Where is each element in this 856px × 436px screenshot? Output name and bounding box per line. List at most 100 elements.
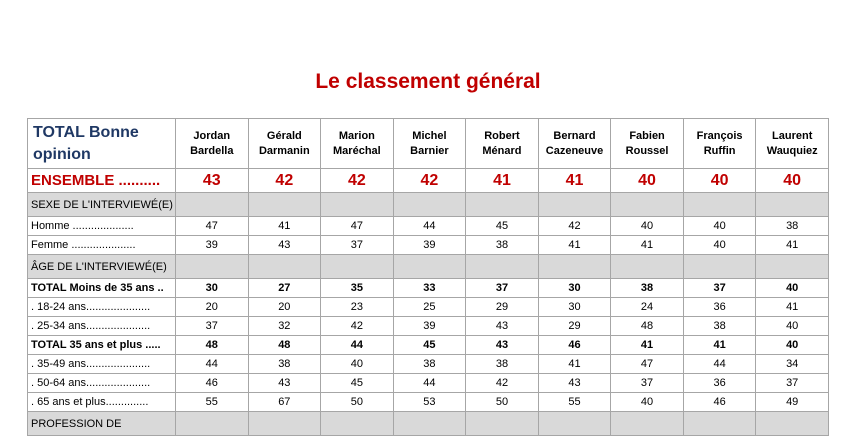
section-cell	[320, 192, 394, 217]
cell: 40	[610, 168, 684, 193]
last-name: Darmanin	[258, 144, 310, 157]
cell: 41	[610, 335, 684, 355]
cell: 40	[682, 168, 757, 193]
section-cell	[175, 192, 249, 217]
cell: 41	[755, 235, 829, 255]
column-header: Robert Ménard	[465, 118, 539, 169]
section-cell	[537, 411, 612, 436]
column-header: Jordan Bardella	[175, 118, 249, 169]
cell: 25	[392, 297, 467, 317]
section-cell	[392, 254, 467, 279]
cell: 29	[465, 297, 539, 317]
row-label: ENSEMBLE ..........	[27, 168, 176, 193]
cell: 37	[610, 373, 684, 393]
section-cell	[610, 254, 684, 279]
cell: 42	[320, 316, 394, 336]
cell: 38	[465, 235, 539, 255]
section-cell	[465, 254, 539, 279]
last-name: Ménard	[482, 144, 522, 157]
cell: 48	[175, 335, 249, 355]
column-header: Laurent Wauquiez	[755, 118, 829, 169]
section-cell	[392, 192, 467, 217]
first-name: Michel	[412, 129, 447, 142]
section-cell	[175, 411, 249, 436]
first-name: Marion	[338, 129, 375, 142]
cell: 39	[175, 235, 249, 255]
section-cell	[755, 192, 829, 217]
cell: 44	[682, 354, 757, 374]
section-cell	[682, 192, 757, 217]
cell: 44	[392, 216, 467, 236]
first-name: Fabien	[629, 129, 665, 142]
cell: 48	[610, 316, 684, 336]
cell: 40	[755, 168, 829, 193]
cell: 42	[320, 168, 394, 193]
cell: 29	[537, 316, 612, 336]
cell: 55	[175, 392, 249, 412]
last-name: Maréchal	[333, 144, 381, 157]
first-name: Laurent	[772, 129, 813, 142]
cell: 40	[755, 335, 829, 355]
last-name: Wauquiez	[766, 144, 818, 157]
cell: 49	[755, 392, 829, 412]
last-name: Cazeneuve	[545, 144, 604, 157]
data-row: . 65 ans et plus.............. 55 67 50 53 50…	[27, 392, 829, 412]
section-cell	[682, 254, 757, 279]
cell: 55	[537, 392, 612, 412]
cell: 41	[537, 235, 612, 255]
cell: 33	[392, 278, 467, 298]
cell: 42	[247, 168, 322, 193]
cell: 38	[755, 216, 829, 236]
data-row: Homme .................... 47 41 47 44 45 42 40…	[27, 216, 829, 236]
cell: 46	[175, 373, 249, 393]
cell: 37	[175, 316, 249, 336]
cell: 43	[465, 316, 539, 336]
cell: 30	[537, 297, 612, 317]
row-label: . 50-64 ans.....................	[27, 373, 176, 393]
cell: 42	[537, 216, 612, 236]
cell: 27	[247, 278, 322, 298]
row-label: TOTAL Moins de 35 ans ..	[27, 278, 176, 298]
cell: 46	[682, 392, 757, 412]
cell: 20	[175, 297, 249, 317]
last-name: Barnier	[410, 144, 449, 157]
row-label: . 25-34 ans.....................	[27, 316, 176, 336]
title: Le classement général	[315, 70, 541, 93]
column-header: François Ruffin	[682, 118, 757, 169]
section-cell	[610, 411, 684, 436]
cell: 37	[682, 278, 757, 298]
cell: 47	[320, 216, 394, 236]
section-cell	[465, 192, 539, 217]
cell: 23	[320, 297, 394, 317]
data-row: . 18-24 ans..................... 20 20 23 25…	[27, 297, 829, 317]
row-label: . 35-49 ans.....................	[27, 354, 176, 374]
cell: 24	[610, 297, 684, 317]
row-label: Homme ....................	[27, 216, 176, 236]
cell: 38	[392, 354, 467, 374]
section-cell	[247, 254, 322, 279]
first-name: Robert	[484, 129, 520, 142]
cell: 38	[465, 354, 539, 374]
section-cell	[682, 411, 757, 436]
corner-header: TOTAL Bonne opinion	[27, 118, 176, 169]
data-row: Femme ..................... 39 43 37 39 38 41 4…	[27, 235, 829, 255]
first-name: Gérald	[266, 129, 302, 142]
cell: 41	[465, 168, 539, 193]
data-row: . 25-34 ans..................... 37 32 42 39…	[27, 316, 829, 336]
results-table: TOTAL Bonne opinion Jordan Bardella Gérald D…	[27, 118, 829, 436]
last-name: Bardella	[190, 144, 234, 157]
cell: 42	[392, 168, 467, 193]
table-body: TOTAL Bonne opinion Jordan Bardella Gérald D…	[27, 118, 829, 436]
cell: 43	[247, 373, 322, 393]
cell: 43	[465, 335, 539, 355]
section-title: ÂGE DE L'INTERVIEWÉ(E)	[27, 254, 176, 279]
cell: 40	[610, 392, 684, 412]
last-name: Roussel	[625, 144, 669, 157]
cell: 41	[755, 297, 829, 317]
first-name: Bernard	[553, 129, 596, 142]
cell: 41	[682, 335, 757, 355]
cell: 41	[610, 235, 684, 255]
last-name: Ruffin	[703, 144, 736, 157]
cell: 40	[682, 235, 757, 255]
row-label: . 18-24 ans.....................	[27, 297, 176, 317]
